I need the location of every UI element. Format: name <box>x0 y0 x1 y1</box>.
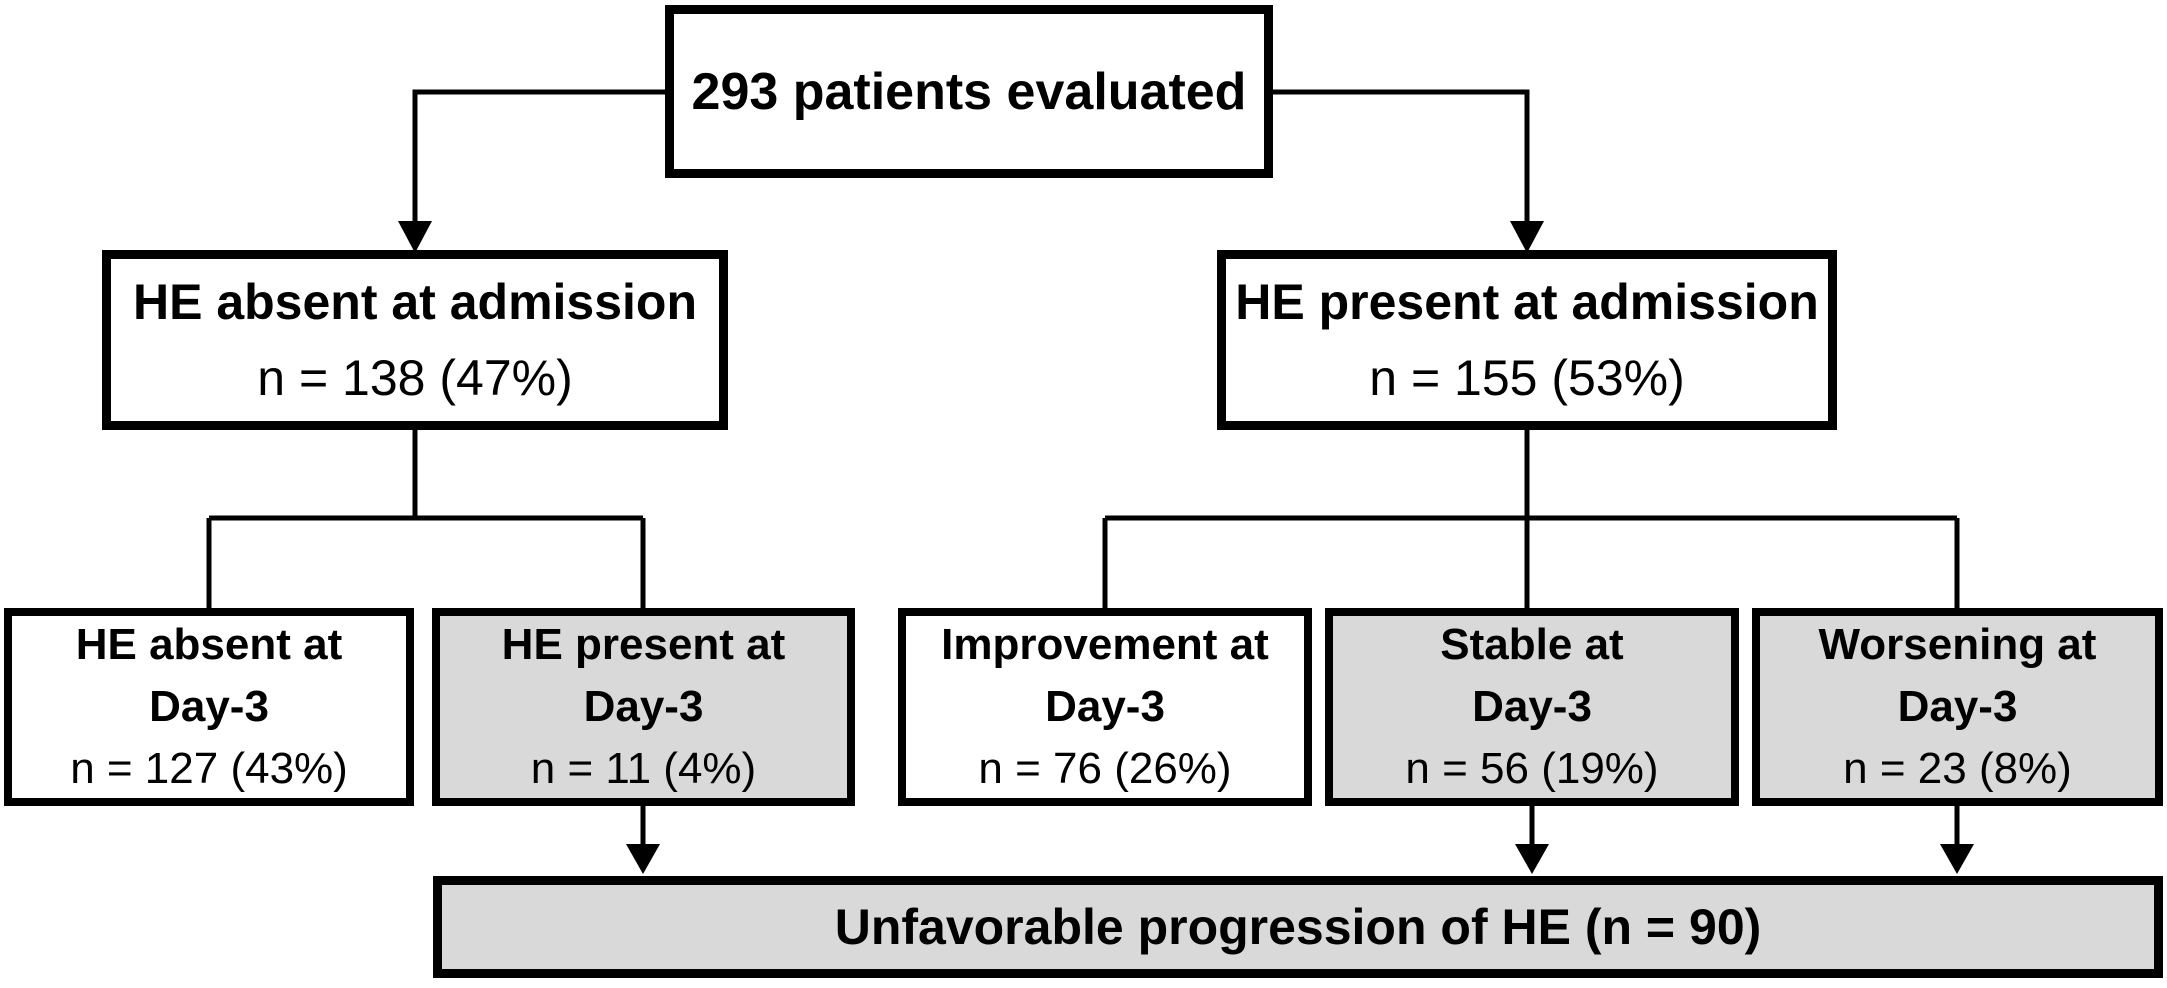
node-title-line2: Day-3 <box>1045 682 1165 731</box>
node-title-line2: Day-3 <box>149 682 269 731</box>
node-title-line1: HE present at <box>501 620 786 669</box>
arrowhead-absent-admission <box>398 221 432 253</box>
node-stable-day3: Stable at Day-3 n = 56 (19%) <box>1325 608 1739 806</box>
node-patients-evaluated: 293 patients evaluated <box>665 5 1273 178</box>
connector-root-to-present-admission <box>1273 89 1530 223</box>
node-count: n = 23 (8%) <box>1843 744 2072 793</box>
node-title-line1: Worsening at <box>1818 620 2097 669</box>
node-title-line1: Improvement at <box>941 620 1269 669</box>
node-title-line2: Day-3 <box>1472 682 1592 731</box>
node-count: n = 76 (26%) <box>978 744 1232 793</box>
node-label: 293 patients evaluated <box>691 62 1247 121</box>
node-title-line2: Day-3 <box>583 682 704 731</box>
connector-root-to-absent-admission <box>412 89 665 223</box>
node-he-absent-admission: HE absent at admission n = 138 (47%) <box>102 250 728 430</box>
node-he-present-admission: HE present at admission n = 155 (53%) <box>1217 250 1837 430</box>
node-improvement-day3: Improvement at Day-3 n = 76 (26%) <box>898 608 1312 806</box>
node-worsening-day3: Worsening at Day-3 n = 23 (8%) <box>1752 608 2163 806</box>
arrowhead-present-admission <box>1510 221 1544 253</box>
node-count: n = 56 (19%) <box>1405 744 1659 793</box>
node-title: HE present at admission <box>1235 274 1819 330</box>
node-count: n = 127 (43%) <box>70 744 348 793</box>
arrowhead-stable-day3 <box>1515 844 1549 874</box>
connector-absent-admission-split <box>206 430 646 608</box>
node-title-line2: Day-3 <box>1897 682 2018 731</box>
node-title-line1: Stable at <box>1440 620 1624 669</box>
arrowhead-present-day3 <box>626 844 660 874</box>
node-count: n = 11 (4%) <box>530 744 757 793</box>
arrowhead-worsening-day3 <box>1940 844 1974 874</box>
connector-present-admission-split <box>1102 430 1960 608</box>
node-he-present-day3: HE present at Day-3 n = 11 (4%) <box>432 608 855 806</box>
node-he-absent-day3: HE absent at Day-3 n = 127 (43%) <box>4 608 414 806</box>
node-label: Unfavorable progression of HE (n = 90) <box>834 899 1762 955</box>
node-unfavorable-progression: Unfavorable progression of HE (n = 90) <box>433 876 2163 978</box>
node-title-line1: HE absent at <box>75 620 343 669</box>
node-title: HE absent at admission <box>132 274 698 330</box>
node-count: n = 138 (47%) <box>257 350 573 406</box>
node-count: n = 155 (53%) <box>1369 350 1685 406</box>
